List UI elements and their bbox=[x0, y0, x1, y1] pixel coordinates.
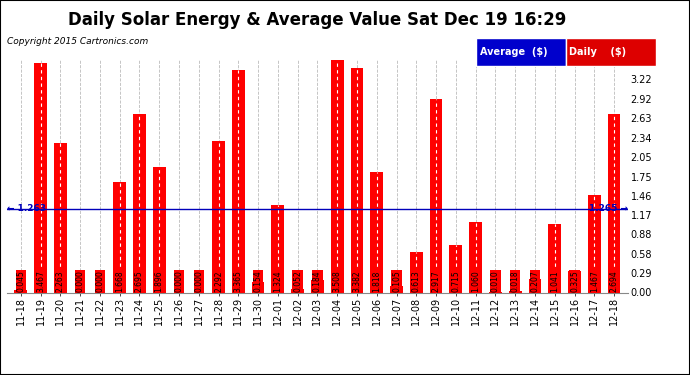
Bar bbox=[133, 114, 146, 292]
Text: 1.060: 1.060 bbox=[471, 271, 480, 292]
Bar bbox=[588, 195, 601, 292]
Bar bbox=[469, 222, 482, 292]
Text: ← 1.263: ← 1.263 bbox=[8, 204, 46, 213]
Bar bbox=[529, 279, 542, 292]
Text: 3.382: 3.382 bbox=[353, 271, 362, 292]
Bar bbox=[291, 289, 304, 292]
Text: Copyright 2015 Cartronics.com: Copyright 2015 Cartronics.com bbox=[7, 38, 148, 46]
Text: 1.324: 1.324 bbox=[273, 271, 282, 292]
Text: 2.695: 2.695 bbox=[135, 271, 144, 292]
Bar bbox=[14, 290, 27, 292]
Bar bbox=[351, 69, 364, 292]
Bar bbox=[410, 252, 423, 292]
Text: 0.018: 0.018 bbox=[511, 271, 520, 292]
Bar bbox=[113, 182, 126, 292]
Text: Average  ($): Average ($) bbox=[480, 46, 547, 57]
Text: 1.668: 1.668 bbox=[115, 271, 124, 292]
Text: 0.715: 0.715 bbox=[451, 271, 460, 292]
Text: 2.694: 2.694 bbox=[609, 271, 618, 292]
Text: 0.325: 0.325 bbox=[570, 271, 579, 292]
Bar bbox=[311, 280, 324, 292]
Bar bbox=[449, 245, 462, 292]
Text: 3.508: 3.508 bbox=[333, 271, 342, 292]
Text: 1.265 →: 1.265 → bbox=[589, 204, 627, 213]
Bar bbox=[331, 60, 344, 292]
Bar bbox=[549, 224, 561, 292]
Bar bbox=[152, 167, 166, 292]
Bar bbox=[34, 63, 47, 292]
Bar bbox=[54, 142, 67, 292]
Bar bbox=[509, 291, 522, 292]
Text: 0.184: 0.184 bbox=[313, 271, 322, 292]
Text: 0.000: 0.000 bbox=[195, 270, 204, 292]
Bar bbox=[608, 114, 620, 292]
Text: Daily Solar Energy & Average Value Sat Dec 19 16:29: Daily Solar Energy & Average Value Sat D… bbox=[68, 11, 566, 29]
Bar bbox=[390, 285, 403, 292]
Bar bbox=[271, 205, 284, 292]
Bar bbox=[212, 141, 225, 292]
Text: 0.154: 0.154 bbox=[253, 271, 263, 292]
Text: 0.045: 0.045 bbox=[17, 270, 26, 292]
Text: 0.207: 0.207 bbox=[531, 271, 540, 292]
Bar bbox=[568, 271, 581, 292]
Bar bbox=[371, 172, 383, 292]
Text: 2.917: 2.917 bbox=[431, 271, 440, 292]
Text: 0.000: 0.000 bbox=[95, 270, 104, 292]
Text: 0.010: 0.010 bbox=[491, 271, 500, 292]
Text: 0.052: 0.052 bbox=[293, 271, 302, 292]
Text: 1.896: 1.896 bbox=[155, 271, 164, 292]
Text: 3.365: 3.365 bbox=[234, 270, 243, 292]
Text: 0.613: 0.613 bbox=[412, 271, 421, 292]
Text: 0.105: 0.105 bbox=[392, 271, 401, 292]
Text: 1.467: 1.467 bbox=[590, 271, 599, 292]
Text: 3.467: 3.467 bbox=[36, 270, 45, 292]
Bar bbox=[252, 282, 264, 292]
Text: 2.292: 2.292 bbox=[214, 271, 223, 292]
Text: 2.263: 2.263 bbox=[56, 271, 65, 292]
Bar bbox=[430, 99, 442, 292]
Text: 0.000: 0.000 bbox=[76, 270, 85, 292]
Bar bbox=[232, 70, 245, 292]
Text: 1.041: 1.041 bbox=[550, 271, 559, 292]
Text: Daily    ($): Daily ($) bbox=[569, 46, 627, 57]
Text: 0.000: 0.000 bbox=[175, 270, 184, 292]
Text: 1.818: 1.818 bbox=[372, 271, 382, 292]
